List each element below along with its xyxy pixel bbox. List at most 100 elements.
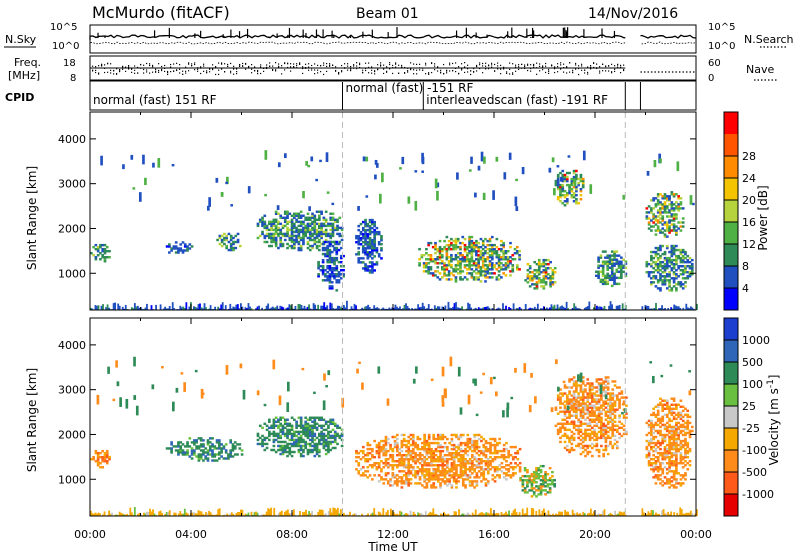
echo-cell: [229, 248, 233, 252]
freq-point: [599, 70, 601, 72]
echo-cell: [556, 179, 560, 187]
ground-scatter-cell: [612, 308, 615, 310]
echo-cell: [445, 268, 449, 271]
echo-cell: [606, 280, 610, 284]
freq-point: [458, 72, 460, 75]
echo-cell: [429, 266, 433, 269]
freq-point: [587, 71, 589, 74]
echo-cell: [559, 200, 562, 203]
ground-scatter-cell: [264, 308, 267, 310]
echo-cell: [443, 262, 446, 265]
echo-cell: [654, 233, 658, 236]
echo-cell: [588, 410, 592, 413]
echo-cell: [400, 457, 404, 461]
echo-cell: [320, 430, 323, 434]
echo-cell: [283, 418, 287, 421]
echo-cell: [663, 235, 667, 238]
echo-cell: [423, 435, 426, 439]
echo-cell: [610, 272, 614, 276]
echo-cell: [443, 239, 446, 243]
echo-cell: [286, 234, 289, 238]
echo-cell: [330, 275, 334, 278]
echo-cell: [232, 242, 235, 246]
echo-cell: [225, 238, 229, 242]
echo-cell: [302, 222, 305, 226]
echo-cell: [170, 451, 173, 454]
freq-point: [299, 63, 301, 65]
ground-scatter-cell: [502, 303, 504, 310]
echo-cell: [563, 195, 567, 199]
echo-cell: [454, 239, 458, 243]
echo-cell: [319, 264, 323, 268]
echo-cell: [670, 246, 674, 250]
echo-cell: [601, 280, 605, 284]
echo-cell: [450, 486, 454, 489]
echo-cell: [380, 449, 383, 453]
echo-cell: [436, 190, 439, 201]
echo-cell: [331, 222, 335, 226]
ground-scatter-cell: [447, 301, 450, 310]
echo-cell: [584, 384, 587, 387]
echo-cell: [357, 234, 361, 238]
echo-cell: [495, 278, 499, 281]
echo-cell: [322, 444, 326, 448]
echo-cell: [484, 237, 487, 241]
echo-cell: [318, 418, 321, 421]
echo-cell: [524, 279, 527, 282]
freq-point: [326, 62, 328, 65]
echo-cell: [427, 470, 431, 473]
freq-point: [473, 70, 475, 73]
echo-cell: [595, 442, 599, 446]
echo-cell: [277, 432, 280, 436]
echo-cell: [471, 455, 474, 459]
ground-scatter-cell: [503, 308, 506, 310]
echo-cell: [407, 466, 411, 469]
echo-cell: [488, 256, 492, 259]
echo-cell: [537, 472, 541, 476]
echo-cell: [310, 156, 314, 162]
echo-cell: [371, 464, 374, 467]
echo-cell: [514, 455, 517, 459]
ground-scatter-cell: [597, 306, 600, 310]
echo-cell: [179, 249, 183, 252]
echo-cell: [396, 441, 399, 445]
echo-cell: [96, 451, 100, 455]
freq-point: [509, 62, 511, 64]
echo-cell: [329, 236, 333, 240]
echo-cell: [581, 181, 585, 185]
ground-scatter-cell: [141, 308, 144, 310]
echo-cell: [579, 179, 583, 183]
echo-cell: [326, 240, 330, 244]
echo-cell: [505, 464, 508, 467]
echo-cell: [481, 239, 485, 243]
echo-cell: [327, 426, 330, 430]
echo-cell: [581, 406, 585, 409]
echo-cell: [359, 222, 363, 226]
echo-cell: [281, 428, 285, 432]
echo-cell: [313, 242, 317, 246]
echo-cell: [565, 386, 569, 389]
echo-cell: [202, 449, 205, 452]
echo-cell: [321, 242, 325, 246]
echo-cell: [581, 444, 585, 448]
echo-cell: [542, 264, 546, 268]
echo-cell: [340, 238, 344, 242]
echo-cell: [493, 249, 496, 253]
echo-cell: [606, 262, 610, 265]
echo-cell: [225, 246, 229, 250]
freq-point: [452, 69, 454, 72]
echo-cell: [422, 254, 426, 257]
echo-cell: [361, 449, 365, 453]
echo-cell: [654, 260, 658, 264]
echo-cell: [327, 420, 330, 423]
echo-cell: [537, 477, 541, 480]
echo-cell: [364, 460, 367, 463]
echo-cell: [422, 270, 426, 273]
echo-cell: [521, 485, 525, 488]
echo-cell: [537, 271, 541, 274]
echo-cell: [474, 192, 477, 198]
echo-cell: [452, 468, 456, 471]
echo-cell: [581, 183, 585, 187]
freq-point: [329, 65, 331, 67]
echo-cell: [511, 472, 515, 475]
